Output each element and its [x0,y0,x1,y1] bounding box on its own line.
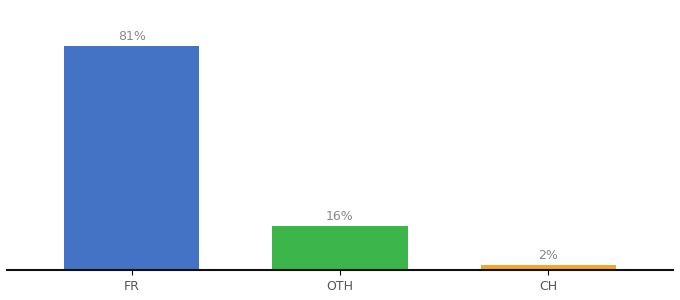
Text: 2%: 2% [539,249,558,262]
Text: 81%: 81% [118,30,146,43]
Bar [64,46,199,270]
Bar [481,265,616,270]
Bar [273,226,407,270]
Text: 16%: 16% [326,210,354,223]
